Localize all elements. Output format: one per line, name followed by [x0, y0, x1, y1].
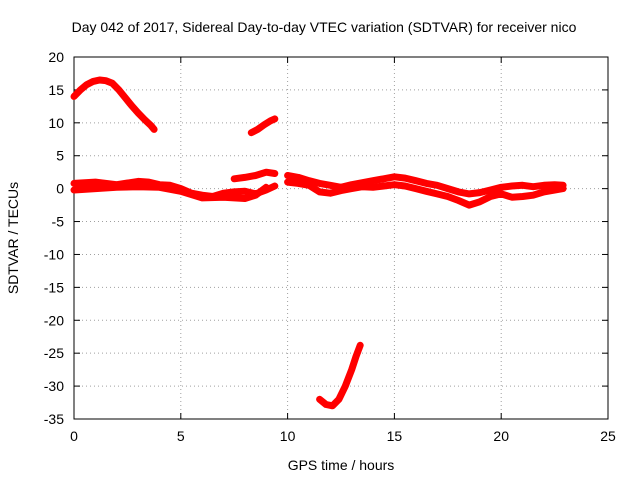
plot-frame: [73, 56, 609, 420]
x-tick-label: 5: [177, 428, 185, 444]
y-tick-label: 20: [48, 49, 64, 65]
chart-title: Day 042 of 2017, Sidereal Day-to-day VTE…: [72, 19, 577, 35]
series-group: [70, 76, 567, 410]
y-tick-label: -30: [44, 378, 64, 394]
y-tick-label: 5: [56, 148, 64, 164]
x-tick-label: 10: [280, 428, 296, 444]
y-tick-label: -25: [44, 345, 64, 361]
x-tick-label: 0: [70, 428, 78, 444]
x-tick-label: 20: [493, 428, 509, 444]
y-axis-label: SDTVAR / TECUs: [5, 182, 21, 294]
x-tick-label: 25: [600, 428, 616, 444]
y-tick-label: -15: [44, 279, 64, 295]
y-tick-label: -20: [44, 312, 64, 328]
series-arc-7: [284, 172, 567, 198]
series-arc-2: [247, 115, 279, 137]
y-tick-label: 10: [48, 115, 64, 131]
y-tick-label: -5: [52, 214, 65, 230]
y-tick-labels: 20 15 10 5 0 -5 -10 -15 -20 -25 -30 -35: [44, 49, 64, 427]
series-arc-8: [284, 178, 567, 209]
y-tick-label: 15: [48, 82, 64, 98]
y-tick-label: 0: [56, 181, 64, 197]
x-tick-label: 15: [387, 428, 403, 444]
series-arc-1: [70, 76, 158, 133]
series-arc-5: [70, 183, 270, 202]
series-arc-6: [230, 168, 279, 183]
y-tick-label: -10: [44, 246, 64, 262]
series-arc-3: [316, 341, 364, 410]
x-tick-labels: 0 5 10 15 20 25: [70, 428, 616, 444]
y-tick-label: -35: [44, 411, 64, 427]
grid: [74, 57, 608, 419]
x-axis-label: GPS time / hours: [288, 457, 395, 473]
axis-ticks: [73, 56, 609, 420]
